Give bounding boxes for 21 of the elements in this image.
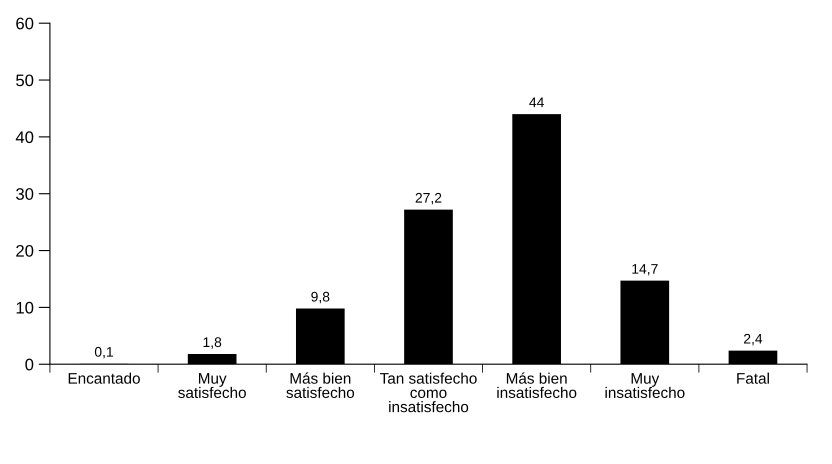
x-tick-label: Tan satisfecho como insatisfecho bbox=[380, 372, 477, 412]
data-label: 14,7 bbox=[632, 264, 658, 276]
y-tick-label: 0 bbox=[25, 358, 34, 370]
y-tick-label: 10 bbox=[16, 302, 34, 314]
y-tick-label: 30 bbox=[16, 188, 34, 200]
x-tick-label: Más bien insatisfecho bbox=[497, 372, 576, 398]
x-tick-label: Muy satisfecho bbox=[178, 373, 246, 398]
x-tick-label: Encantado bbox=[68, 372, 140, 384]
x-tick-label: Fatal bbox=[737, 372, 769, 384]
data-label: 27,2 bbox=[416, 192, 442, 204]
data-label: 2,4 bbox=[744, 334, 762, 346]
x-tick-label: Más bien satisfecho bbox=[286, 372, 354, 398]
y-tick-label: 40 bbox=[16, 131, 34, 144]
data-label: 0,1 bbox=[94, 346, 113, 358]
y-tick-label: 60 bbox=[16, 18, 34, 30]
data-label: 44 bbox=[529, 98, 544, 108]
y-tick-label: 20 bbox=[16, 244, 34, 257]
y-tick-label: 50 bbox=[16, 74, 34, 86]
data-label: 1,8 bbox=[204, 337, 222, 349]
data-label: 9,8 bbox=[311, 292, 330, 304]
x-tick-label: Muy insatisfecho bbox=[605, 373, 684, 398]
